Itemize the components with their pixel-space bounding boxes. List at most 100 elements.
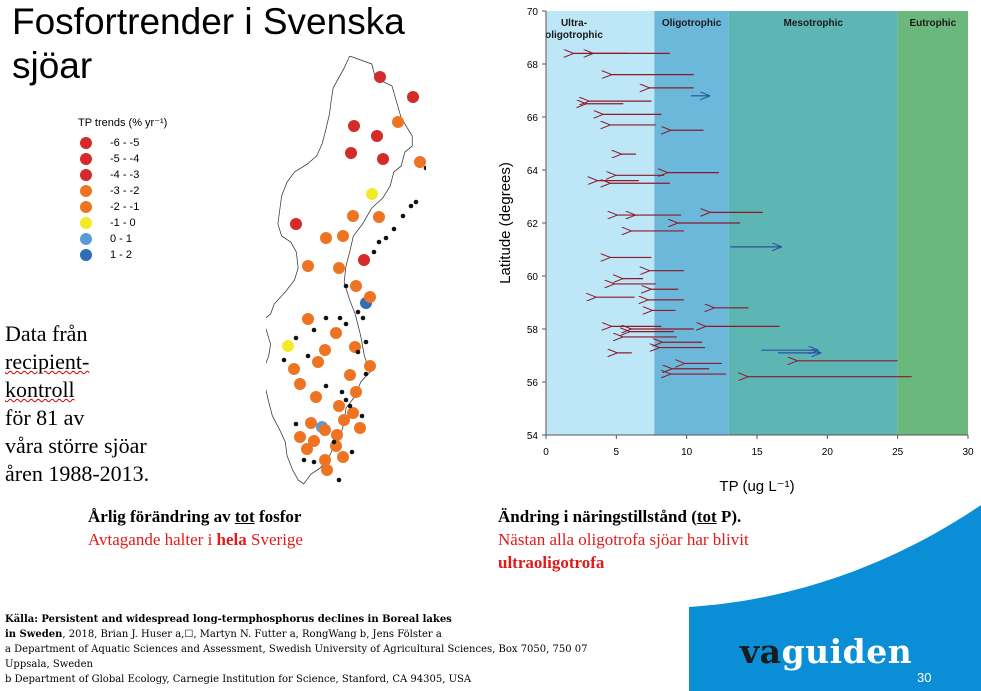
lake-trend-point [312,356,324,368]
caption-right-line2: Nästan alla oligotrofa sjöar har blivit [498,530,749,549]
lake-point [383,235,389,241]
lake-point [301,457,307,463]
x-tick-label: 15 [751,447,763,458]
legend-label: -2 - -1 [110,201,140,213]
slide-title: Fosfortrender i Svenska sjöar [12,0,405,88]
caption-left-line1: Årlig förändring av tot fosfor [88,505,303,528]
legend-item: 1 - 2 [78,247,167,263]
lake-point [323,315,329,321]
vaguiden-logo: vaguiden [740,632,912,672]
y-tick-label: 62 [527,219,539,230]
lake-point [281,357,287,363]
caption-right-line3: ultraoligotrofa [498,553,605,572]
legend-label: -3 - -2 [110,185,140,197]
lake-trend-point [337,230,349,242]
lake-point [347,403,353,409]
zone-label: Mesotrophic [784,18,844,29]
lake-point [293,335,299,341]
lake-point [363,339,369,345]
legend-label: 1 - 2 [110,249,133,261]
lake-point [343,283,349,289]
zone-band [728,11,898,435]
lake-trend-point [337,451,349,463]
lake-point [371,249,377,255]
lake-point [355,349,361,355]
lake-trend-point [407,91,419,103]
data-line1-a: Data från [5,321,88,346]
data-line2-a: kontroll [5,377,75,402]
zone-label: Ultra-oligotrophic [545,18,603,41]
lake-point [337,315,343,321]
source-line1: Källa: Persistent and widespread long-te… [5,614,452,625]
legend-items: -6 - -5 -5 - -4 -4 - -3 -3 - -2 -2 - -1 -1 - … [78,135,167,263]
caption-left-line1-a: Årlig förändring av [88,507,235,526]
legend-item: 0 - 1 [78,231,167,247]
x-tick-label: 5 [614,447,620,458]
lake-point [400,213,406,219]
lake-point [360,315,366,321]
legend-dot [80,137,92,149]
legend-dot [80,185,92,197]
lake-trend-point [333,400,345,412]
logo-va: va [740,632,782,671]
lake-point [331,439,337,445]
sweden-map [266,56,426,485]
y-tick-label: 58 [527,325,539,336]
source-line3: a Department of Aquatic Sciences and Ass… [5,644,588,655]
lake-trend-point [347,210,359,222]
caption-left-line1-b: tot [234,507,255,526]
source-line2-a: in Sweden [5,629,63,640]
legend-dot [80,233,92,245]
lake-trend-point [392,116,404,128]
lake-trend-point [364,360,376,372]
page-number: 30 [917,670,932,685]
y-tick-label: 56 [527,378,539,389]
zone-label: Eutrophic [909,18,956,29]
legend-item: -4 - -3 [78,167,167,183]
x-axis-label: TP (ug L⁻¹) [719,478,794,495]
lake-point [311,459,317,465]
lake-trend-point [302,260,314,272]
y-tick-label: 54 [527,431,539,442]
lake-trend-point [310,391,322,403]
source-line2-b: , 2018, Brian J. Huser a,☐, Martyn N. Fu… [62,629,442,640]
caption-right: Ändring i näringstillstånd (tot P). Näst… [498,505,838,574]
lake-trend-point [354,422,366,434]
legend-title: TP trends (% yr⁻¹) [78,117,168,129]
lake-trend-point [319,424,331,436]
x-tick-label: 25 [892,447,904,458]
y-tick-label: 68 [527,60,539,71]
legend-dot [80,153,92,165]
caption-right-line1-a: Ändring i näringstillstånd ( [498,507,697,526]
y-axis-label: Latitude (degrees) [497,162,514,284]
caption-left: Årlig förändring av tot fosfor Avtagande… [88,505,303,551]
lake-trend-point [305,417,317,429]
lake-trend-point [321,464,333,476]
lake-point [343,397,349,403]
lake-point [408,203,414,209]
caption-left-line2-a: Avtagande halter i [88,530,217,549]
lake-point [413,199,419,205]
tp-change-arrows [573,53,912,376]
lake-point [376,239,382,245]
lake-trend-point [348,120,360,132]
lake-trend-point [366,188,378,200]
lake-trend-point [294,378,306,390]
lake-trend-point [294,431,306,443]
lake-point [311,327,317,333]
y-tick-label: 66 [527,113,539,124]
x-tick-label: 0 [543,447,549,458]
y-tick-label: 70 [527,7,539,18]
x-tick-label: 30 [962,447,974,458]
data-line3: våra större sjöar [5,433,147,458]
caption-left-line2-c: Sverige [246,530,303,549]
lake-trend-point [302,313,314,325]
legend-label: -5 - -4 [110,153,140,165]
lake-point [355,309,361,315]
source-citation: Källa: Persistent and widespread long-te… [5,612,685,687]
logo-guiden: guiden [781,632,913,671]
lake-trend-point [338,414,350,426]
lake-trend-point [344,369,356,381]
legend-label: -4 - -3 [110,169,140,181]
slide-title-line1: Fosfortrender i Svenska [12,1,405,42]
